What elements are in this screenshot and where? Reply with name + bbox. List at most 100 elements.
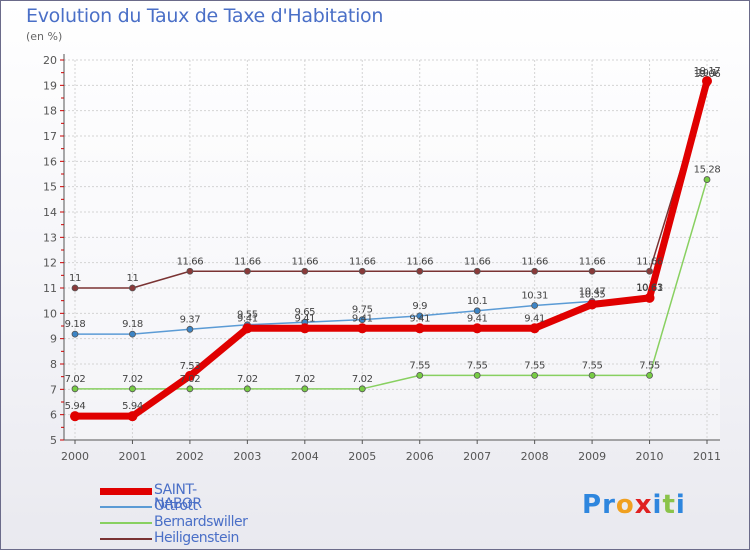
data-label-ottrott: 9.55 (237, 310, 258, 321)
data-label-heiligenstein: 11.66 (177, 256, 204, 267)
data-point-saint-nabor (414, 323, 425, 334)
series-line-saint-nabor (75, 80, 711, 420)
y-tick-label: 5 (50, 434, 57, 447)
series-line-heiligenstein (75, 83, 708, 289)
data-label-heiligenstein: 11.66 (579, 256, 606, 267)
data-point-saint-nabor (587, 299, 598, 310)
data-point-bernardswiller (358, 385, 366, 393)
y-unit-label: (en %) (26, 30, 63, 43)
data-label-ottrott: 10.31 (521, 290, 548, 301)
data-point-saint-nabor (357, 323, 368, 334)
brand-letter: i (675, 490, 686, 520)
data-point-bernardswiller (531, 371, 539, 379)
data-point-bernardswiller (416, 371, 424, 379)
legend-swatch (100, 522, 152, 524)
y-tick-label: 12 (43, 257, 57, 270)
data-label-heiligenstein: 11 (126, 273, 138, 284)
y-tick-label: 7 (50, 383, 57, 396)
data-label-saint-nabor: 9.41 (524, 313, 545, 324)
data-point-saint-nabor (644, 292, 655, 303)
data-point-bernardswiller (703, 176, 711, 183)
data-point-saint-nabor (127, 411, 138, 422)
brand-letter: i (652, 490, 663, 520)
data-label-bernardswiller: 7.02 (237, 374, 258, 385)
data-point-ottrott (186, 325, 194, 333)
data-point-heiligenstein (646, 267, 653, 275)
legend-label: Ottrott (154, 498, 198, 514)
data-point-ottrott (358, 316, 366, 324)
data-point-ottrott (129, 330, 136, 338)
y-tick-label: 16 (43, 155, 57, 168)
data-point-ottrott (416, 312, 424, 320)
data-point-saint-nabor (70, 411, 80, 422)
data-label-saint-nabor: 9.41 (294, 313, 315, 324)
data-label-heiligenstein: 11.66 (464, 256, 491, 267)
x-tick-label: 2011 (693, 450, 721, 463)
y-tick-label: 9 (50, 333, 57, 346)
data-point-saint-nabor (702, 76, 712, 87)
data-point-bernardswiller (243, 385, 251, 393)
data-label-saint-nabor: 5.94 (122, 401, 143, 412)
data-point-bernardswiller (186, 385, 194, 393)
data-label-heiligenstein: 19.06 (694, 69, 721, 80)
brand-letter: r (602, 490, 616, 520)
brand-letter: x (634, 490, 653, 520)
data-label-saint-nabor: 19.17 (694, 66, 721, 77)
data-label-saint-nabor: 9.41 (467, 313, 488, 324)
data-label-heiligenstein: 11.66 (636, 256, 663, 267)
data-point-heiligenstein (588, 267, 596, 275)
brand-letter: P (582, 490, 603, 520)
y-tick-label: 8 (50, 358, 57, 371)
y-tick-label: 13 (43, 231, 57, 244)
data-label-bernardswiller: 7.02 (294, 374, 315, 385)
x-tick-label: 2007 (463, 450, 491, 463)
legend-swatch (100, 506, 152, 508)
y-tick-label: 11 (43, 282, 57, 295)
series-line-bernardswiller (75, 179, 708, 390)
data-point-saint-nabor (529, 323, 540, 334)
data-label-ottrott: 9.65 (294, 307, 315, 318)
data-point-ottrott (71, 330, 79, 338)
data-label-ottrott: 9.18 (65, 319, 86, 330)
data-point-saint-nabor (184, 370, 195, 381)
data-point-heiligenstein (129, 284, 136, 292)
data-label-saint-nabor: 9.41 (352, 313, 373, 324)
x-tick-label: 2001 (118, 450, 146, 463)
brand-letter: t (662, 490, 676, 520)
y-tick-label: 20 (43, 54, 57, 67)
data-point-saint-nabor (472, 323, 483, 334)
x-tick-label: 2010 (636, 450, 664, 463)
y-tick-label: 18 (43, 105, 57, 118)
legend-swatch (100, 487, 152, 495)
x-tick-label: 2009 (578, 450, 606, 463)
data-label-bernardswiller: 15.28 (694, 165, 721, 176)
y-tick-label: 10 (43, 307, 57, 320)
data-label-heiligenstein: 11 (69, 273, 81, 284)
data-label-ottrott: 19.1 (697, 68, 718, 79)
data-point-heiligenstein (243, 267, 251, 275)
data-point-heiligenstein (416, 267, 424, 275)
data-label-ottrott: 9.18 (122, 319, 143, 330)
data-label-bernardswiller: 7.02 (180, 374, 201, 385)
data-label-bernardswiller: 7.02 (65, 374, 86, 385)
y-tick-label: 15 (43, 181, 57, 194)
data-point-bernardswiller (473, 371, 481, 379)
data-point-bernardswiller (129, 385, 136, 393)
data-point-heiligenstein (71, 284, 79, 292)
data-point-ottrott (473, 307, 481, 315)
brand-letter: o (615, 490, 635, 520)
x-tick-label: 2004 (291, 450, 319, 463)
data-label-bernardswiller: 7.55 (467, 360, 488, 371)
data-label-bernardswiller: 7.55 (582, 360, 603, 371)
x-tick-label: 2006 (406, 450, 434, 463)
x-tick-label: 2002 (176, 450, 204, 463)
legend-swatch (100, 538, 152, 540)
data-label-saint-nabor: 7.53 (180, 361, 201, 372)
data-point-heiligenstein (186, 267, 194, 275)
data-label-bernardswiller: 7.55 (524, 360, 545, 371)
data-point-bernardswiller (301, 385, 309, 393)
proxiti-logo: Proxiti (582, 490, 686, 520)
data-point-heiligenstein (531, 267, 539, 275)
data-label-bernardswiller: 7.02 (122, 374, 143, 385)
data-label-heiligenstein: 11.66 (349, 256, 376, 267)
